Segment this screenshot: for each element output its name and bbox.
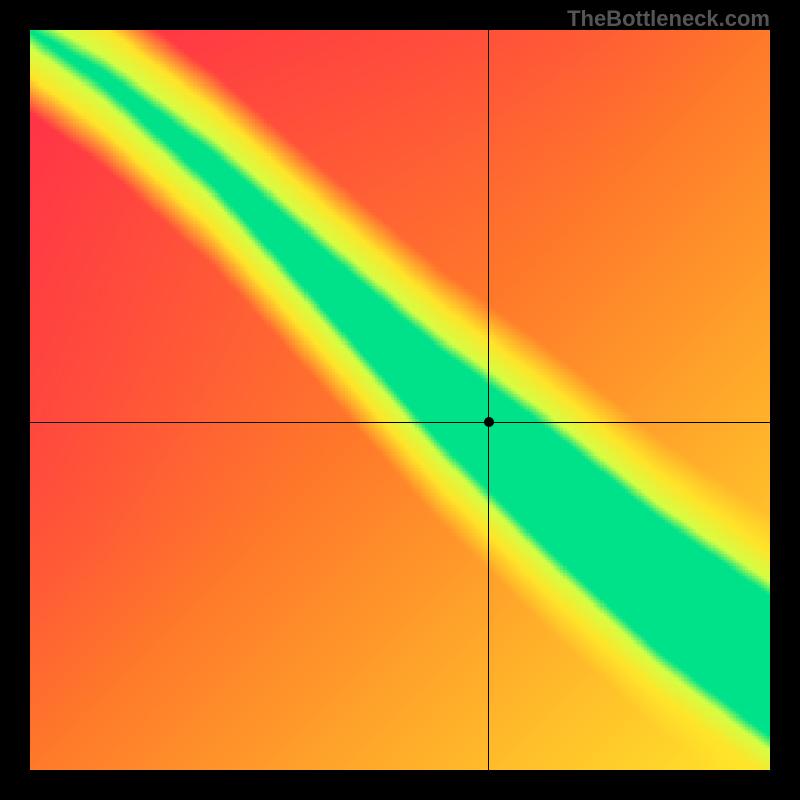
crosshair-horizontal: [30, 422, 770, 423]
crosshair-marker: [484, 417, 494, 427]
plot-area: [30, 30, 770, 770]
crosshair-vertical: [488, 30, 489, 770]
chart-container: TheBottleneck.com: [0, 0, 800, 800]
watermark-text: TheBottleneck.com: [567, 6, 770, 32]
heatmap-canvas: [30, 30, 770, 770]
